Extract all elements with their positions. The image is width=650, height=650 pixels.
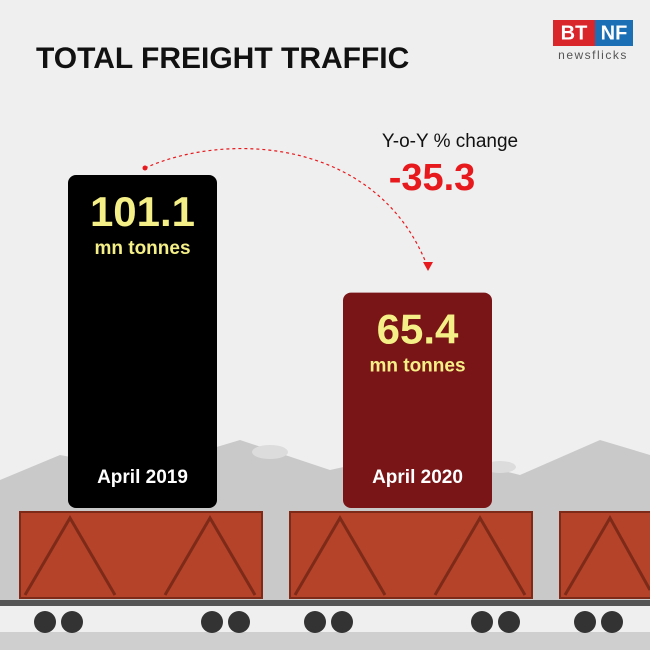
cloud bbox=[252, 445, 288, 459]
annotation-value: -35.3 bbox=[389, 157, 476, 199]
logo-text: BT bbox=[561, 22, 588, 44]
wheel bbox=[201, 611, 223, 633]
logo-text: NF bbox=[601, 22, 628, 44]
wagon bbox=[19, 511, 263, 599]
unit-label: mn tonnes bbox=[369, 356, 465, 377]
category-label: April 2020 bbox=[372, 467, 463, 488]
wheel bbox=[601, 611, 623, 633]
arrow bbox=[144, 148, 429, 269]
wheel bbox=[228, 611, 250, 633]
wheel bbox=[61, 611, 83, 633]
wheel bbox=[34, 611, 56, 633]
ground bbox=[0, 632, 650, 650]
annotation-label: Y-o-Y % change bbox=[382, 131, 518, 152]
bar bbox=[343, 292, 492, 508]
arrow-head bbox=[423, 262, 433, 271]
wagon bbox=[289, 511, 533, 599]
wagon-brace bbox=[23, 514, 650, 596]
rail bbox=[0, 600, 650, 606]
value-label: 101.1 bbox=[90, 188, 195, 235]
wheel bbox=[574, 611, 596, 633]
wheel bbox=[331, 611, 353, 633]
bars: 101.1 mn tonnes April 2019 65.4 mn tonnes Apr… bbox=[68, 175, 492, 508]
wheel bbox=[471, 611, 493, 633]
train bbox=[0, 511, 650, 650]
category-label: April 2019 bbox=[97, 467, 188, 488]
wheel bbox=[304, 611, 326, 633]
value-label: 65.4 bbox=[377, 306, 459, 353]
wheel bbox=[498, 611, 520, 633]
bar bbox=[68, 175, 217, 508]
chart-title: TOTAL FREIGHT TRAFFIC bbox=[36, 42, 409, 75]
logo-sub: newsflicks bbox=[558, 48, 628, 62]
arrow-start bbox=[142, 165, 148, 171]
unit-label: mn tonnes bbox=[94, 238, 190, 259]
logo-box bbox=[595, 20, 633, 46]
